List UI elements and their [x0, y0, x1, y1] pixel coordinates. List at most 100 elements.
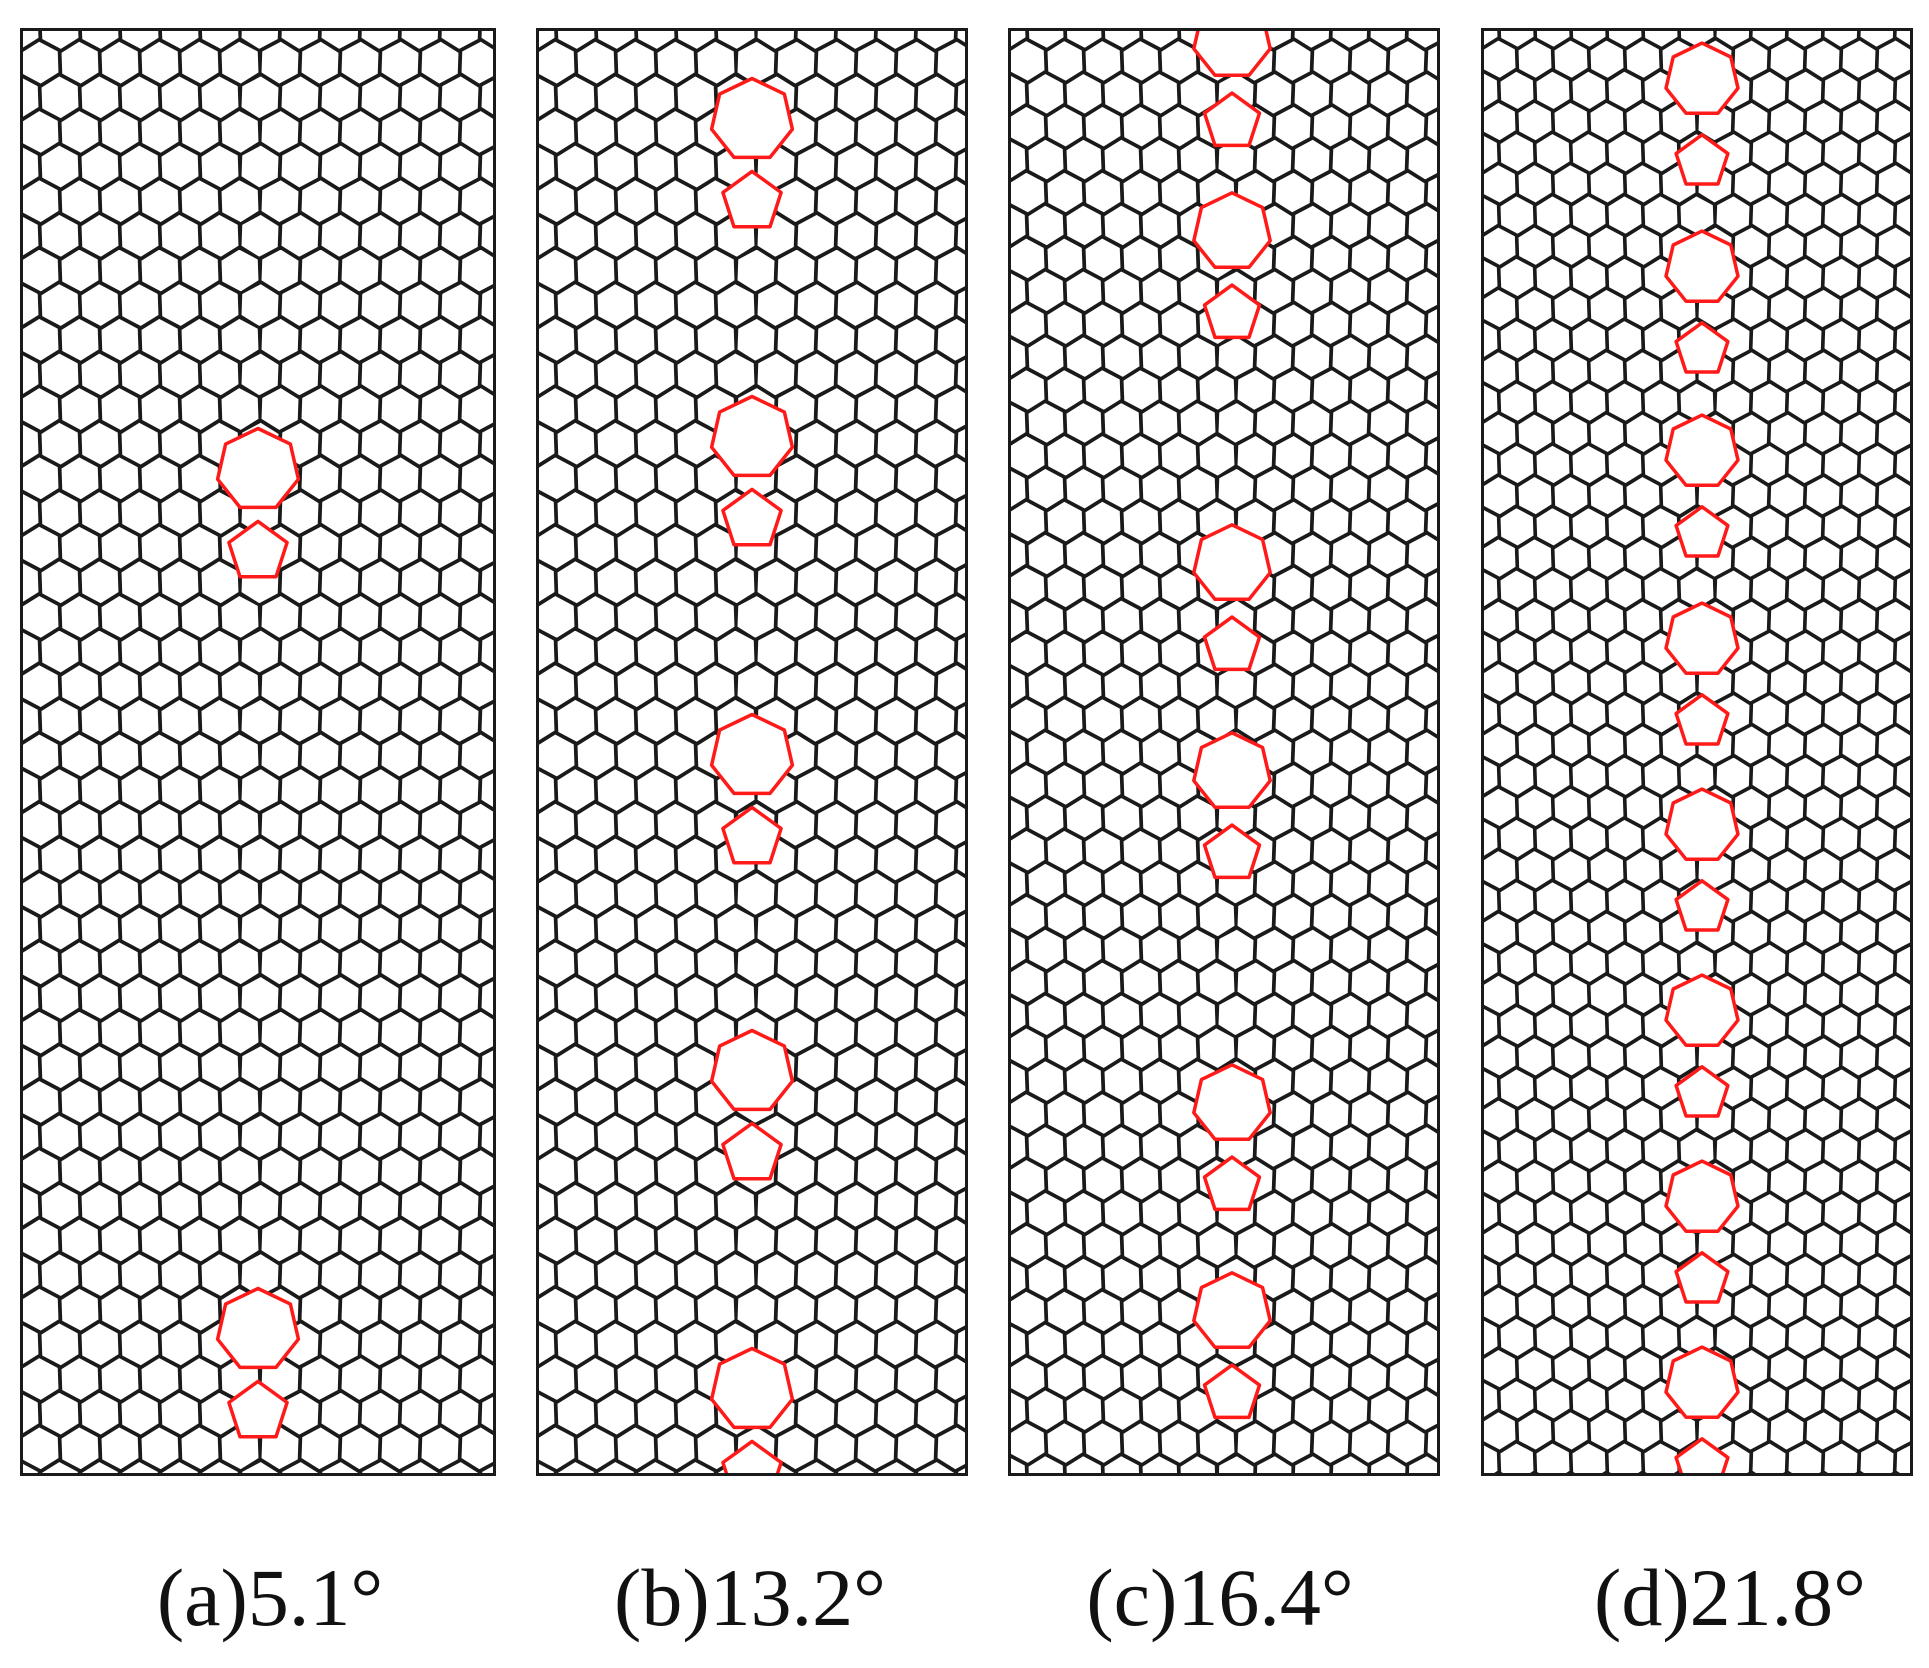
hexagon-cell — [20, 489, 42, 538]
defect-pair — [1192, 28, 1272, 148]
hexagon-cell — [20, 974, 42, 1023]
hexagon-cell — [20, 1043, 42, 1092]
hexagon-cell — [536, 350, 558, 399]
panel-label-a: (a) — [156, 1552, 248, 1643]
hexagon-cell — [20, 1251, 42, 1300]
pentagon-defect — [1674, 1251, 1730, 1304]
hexagon-cell — [478, 699, 496, 744]
hexagon-cell — [554, 1458, 597, 1476]
hexagon-cell — [536, 696, 558, 745]
hexagon-cell — [536, 281, 558, 330]
hexagon-cell — [38, 28, 82, 53]
pentagon-defect — [1202, 1363, 1262, 1420]
defect-pair — [709, 76, 795, 229]
hexagon-cell — [1424, 172, 1440, 214]
hexagon-cell — [118, 1458, 161, 1476]
hexagon-cell — [954, 77, 968, 118]
hexagon-cell — [536, 974, 558, 1023]
hexagon-cell — [536, 1459, 557, 1476]
pentagon-defect — [1674, 1437, 1730, 1476]
hexagon-cell — [1886, 1471, 1904, 1476]
hexagon-cell — [279, 1458, 322, 1476]
hexagon-cell — [835, 1458, 878, 1476]
hexagon-cell — [1424, 962, 1440, 1003]
lattice-svg-c — [1008, 28, 1440, 1476]
panel-angle-a: 5.1° — [247, 1552, 384, 1643]
hexagon-cell — [1008, 729, 1029, 775]
hexagon-cell — [20, 1181, 42, 1230]
hexagon-cell — [1367, 28, 1409, 51]
pentagon-defect — [721, 487, 783, 547]
lattice-svg-b — [536, 28, 968, 1476]
hexagon-cell — [478, 906, 496, 952]
hexagon-cell — [794, 28, 838, 53]
hexagon-cell — [20, 1459, 41, 1476]
heptagon-defect — [1664, 787, 1740, 861]
hexagon-cell — [1749, 28, 1789, 50]
hexagon-cell — [1008, 1058, 1029, 1105]
defect-pair — [1664, 1345, 1740, 1476]
pentagon-defect — [227, 1379, 289, 1439]
panel-caption-a: (a)5.1° — [100, 1557, 440, 1639]
hexagon-cell — [754, 28, 798, 53]
hexagon-cell — [20, 142, 42, 191]
hexagon-cell — [78, 1458, 121, 1476]
hexagon-cell — [954, 1116, 968, 1157]
hexagon-cell — [278, 28, 322, 53]
hexagon-cell — [20, 835, 42, 884]
defect-column — [215, 426, 301, 1439]
hexagon-cell — [478, 1114, 496, 1159]
hexagon-cell — [358, 28, 402, 53]
lattice-svg-a — [20, 28, 496, 1476]
heptagon-defect — [1192, 1271, 1272, 1350]
hexagon-cell — [536, 1112, 558, 1161]
hexagon-cell — [954, 839, 968, 880]
defect-pair — [215, 1286, 301, 1439]
hexagon-cell — [1424, 633, 1440, 674]
hexagon-cell — [1063, 1453, 1105, 1476]
hexagon-cell — [478, 421, 496, 467]
pentagon-defect — [1674, 133, 1730, 186]
hexagon-cell — [536, 1181, 558, 1230]
hexagon-cell — [318, 28, 362, 53]
hexagon-cell — [1025, 28, 1067, 51]
hexagon-cell — [1641, 28, 1681, 50]
hexagon-cell — [20, 1389, 42, 1438]
hexagon-cell — [955, 1463, 968, 1476]
hexagon-cell — [1008, 860, 1029, 907]
heptagon-defect — [1664, 229, 1740, 303]
hexagon-cell — [536, 558, 558, 607]
hexagon-cell — [714, 28, 758, 53]
hexagon-cell — [478, 1322, 496, 1367]
hexagon-cell — [1424, 304, 1440, 345]
hexagon-cell — [478, 768, 496, 813]
hexagon-cell — [1598, 1471, 1616, 1476]
hexagon-cell — [554, 28, 598, 53]
hexagon-cell — [478, 837, 496, 882]
hexagon-lattice — [536, 28, 968, 1476]
hexagon-cell — [1424, 1225, 1440, 1267]
hexagon-cell — [536, 1389, 558, 1438]
hexagon-cell — [1424, 1093, 1440, 1135]
hexagon-cell — [158, 28, 202, 53]
hexagon-cell — [1742, 1471, 1760, 1476]
panel-label-b: (b) — [614, 1552, 710, 1643]
defect-pair — [1664, 787, 1740, 932]
defect-pair — [1664, 41, 1740, 186]
pentagon-defect — [721, 1439, 783, 1476]
heptagon-defect — [1192, 28, 1272, 78]
hexagon-cell — [478, 491, 496, 536]
defect-pair — [1664, 601, 1740, 746]
hexagon-cell — [536, 1251, 558, 1300]
hexagon-cell — [198, 1458, 241, 1476]
hexagon-cell — [1291, 1453, 1333, 1476]
hexagon-cell — [359, 1458, 402, 1476]
hexagon-cell — [20, 419, 42, 468]
hexagon-cell — [1063, 28, 1105, 51]
pentagon-defect — [721, 805, 783, 865]
heptagon-defect — [1664, 601, 1740, 675]
hexagon-cell — [1008, 1453, 1029, 1476]
hexagon-cell — [478, 560, 496, 605]
hexagon-cell — [38, 1458, 81, 1476]
hexagon-cell — [834, 28, 878, 53]
